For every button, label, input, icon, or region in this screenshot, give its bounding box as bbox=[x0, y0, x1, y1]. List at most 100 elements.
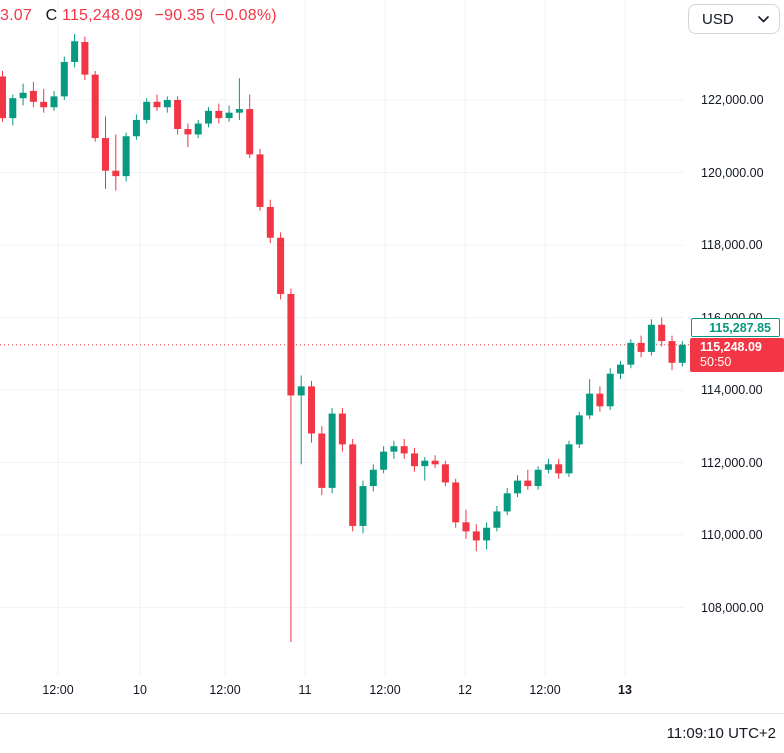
last-price-badge: 115,248.09 50:50 bbox=[690, 338, 784, 372]
ask-price-value: 115,287.85 bbox=[709, 320, 771, 335]
candle-body bbox=[256, 154, 264, 207]
currency-label: USD bbox=[702, 10, 734, 28]
price-axis-label: 120,000.00 bbox=[701, 165, 764, 180]
candle-body bbox=[441, 464, 449, 483]
chevron-down-icon bbox=[758, 15, 769, 23]
candle-body bbox=[132, 119, 140, 137]
candle-body bbox=[102, 138, 109, 171]
candle-body bbox=[596, 393, 604, 407]
candle-body bbox=[359, 486, 367, 526]
candle-body bbox=[534, 469, 542, 487]
candle-body bbox=[287, 293, 295, 396]
price-axis-label: 110,000.00 bbox=[701, 528, 763, 542]
candle-body bbox=[514, 480, 521, 494]
ohlc-legend: 3.07 C 115,248.09 −90.35 (−0.08%) bbox=[0, 6, 277, 26]
candle-body bbox=[9, 98, 17, 119]
candle-body bbox=[29, 90, 37, 102]
candle-body bbox=[266, 206, 274, 238]
candle-body bbox=[50, 96, 58, 108]
legend-close-value: 115,248.09 bbox=[62, 7, 143, 24]
candle-body bbox=[225, 112, 233, 119]
price-axis-label: 108,000.00 bbox=[701, 600, 764, 615]
legend-change-value: −90.35 (−0.08%) bbox=[154, 7, 277, 24]
price-axis-label: 114,000.00 bbox=[701, 383, 763, 397]
candle-body bbox=[586, 393, 594, 416]
candle-body bbox=[524, 480, 532, 487]
candle-body bbox=[431, 460, 439, 465]
price-axis[interactable]: 108,000.00 110,000.00 112,000.00 114,000.00… bbox=[690, 0, 784, 713]
candle-body bbox=[472, 531, 480, 541]
candle-body bbox=[328, 413, 336, 488]
time-axis-label: 12 bbox=[458, 683, 472, 697]
candle-body bbox=[544, 464, 552, 470]
legend-close-label: C bbox=[45, 7, 58, 24]
candle-body bbox=[184, 129, 192, 135]
candle-body bbox=[421, 460, 429, 467]
candle-body bbox=[194, 123, 202, 135]
candle-body bbox=[668, 341, 676, 363]
candle-body bbox=[215, 110, 223, 119]
time-axis-label: 12:00 bbox=[529, 683, 561, 697]
candle-body bbox=[678, 344, 686, 363]
candle-body bbox=[297, 386, 305, 396]
time-axis-label: 12:00 bbox=[369, 683, 401, 697]
time-axis[interactable]: 12:00 10 12:00 11 12:00 12 12:00 13 bbox=[0, 676, 784, 713]
candle-body bbox=[647, 324, 655, 352]
candle-body bbox=[606, 373, 614, 407]
candle-body bbox=[308, 386, 315, 434]
candle-body bbox=[71, 41, 79, 62]
candle-body bbox=[318, 433, 326, 488]
candle-body bbox=[0, 76, 6, 119]
candle-body bbox=[174, 100, 182, 129]
candle-body bbox=[235, 109, 243, 113]
candle-body bbox=[462, 522, 470, 532]
legend-truncated-value: 3.07 bbox=[0, 7, 32, 24]
price-axis-label: 122,000.00 bbox=[701, 93, 764, 107]
candle-body bbox=[338, 413, 346, 445]
last-price-value: 115,248.09 bbox=[700, 340, 762, 354]
price-axis-label: 112,000.00 bbox=[701, 455, 763, 470]
ask-price-badge: 115,287.85 bbox=[691, 318, 780, 337]
candle-body bbox=[617, 364, 624, 374]
candle-body bbox=[205, 110, 212, 124]
candle-body bbox=[390, 446, 398, 452]
candle-body bbox=[565, 444, 573, 474]
candle-body bbox=[246, 109, 254, 155]
time-axis-label: 10 bbox=[133, 683, 147, 697]
candle-body bbox=[555, 464, 563, 474]
time-axis-label: 12:00 bbox=[42, 683, 74, 697]
candle-body bbox=[411, 453, 418, 467]
candle-body bbox=[122, 136, 130, 177]
clock-timezone[interactable]: 11:09:10 UTC+2 bbox=[666, 725, 776, 742]
candle-body bbox=[637, 342, 645, 352]
candle-body bbox=[60, 61, 68, 97]
bar-close-countdown: 50:50 bbox=[700, 355, 732, 369]
time-axis-label: 11 bbox=[298, 683, 312, 697]
candle-body bbox=[143, 101, 151, 120]
candle-body bbox=[483, 527, 491, 541]
candle-body bbox=[19, 92, 27, 99]
candle-body bbox=[627, 342, 635, 365]
status-bar: 11:09:10 UTC+2 bbox=[0, 713, 784, 753]
candle-body bbox=[400, 446, 408, 454]
time-axis-label: 12:00 bbox=[209, 683, 241, 697]
candle-body bbox=[91, 74, 99, 139]
candle-body bbox=[503, 493, 511, 512]
candle-body bbox=[81, 42, 89, 75]
price-axis-label: 118,000.00 bbox=[701, 238, 763, 252]
candle-body bbox=[369, 469, 377, 487]
candle-body bbox=[349, 444, 357, 526]
candle-body bbox=[277, 237, 285, 294]
candle-body bbox=[112, 170, 120, 177]
candle-body bbox=[380, 451, 388, 470]
candle-body bbox=[575, 415, 583, 445]
currency-selector-button[interactable]: USD bbox=[688, 4, 780, 34]
candlestick-chart[interactable] bbox=[0, 0, 692, 713]
chart-plot-area[interactable]: 3.07 C 115,248.09 −90.35 (−0.08%) bbox=[0, 0, 692, 713]
candle-body bbox=[452, 482, 460, 523]
candle-body bbox=[163, 100, 171, 108]
candle-body bbox=[153, 101, 161, 108]
candle-body bbox=[40, 101, 48, 108]
candle-body bbox=[658, 324, 666, 342]
